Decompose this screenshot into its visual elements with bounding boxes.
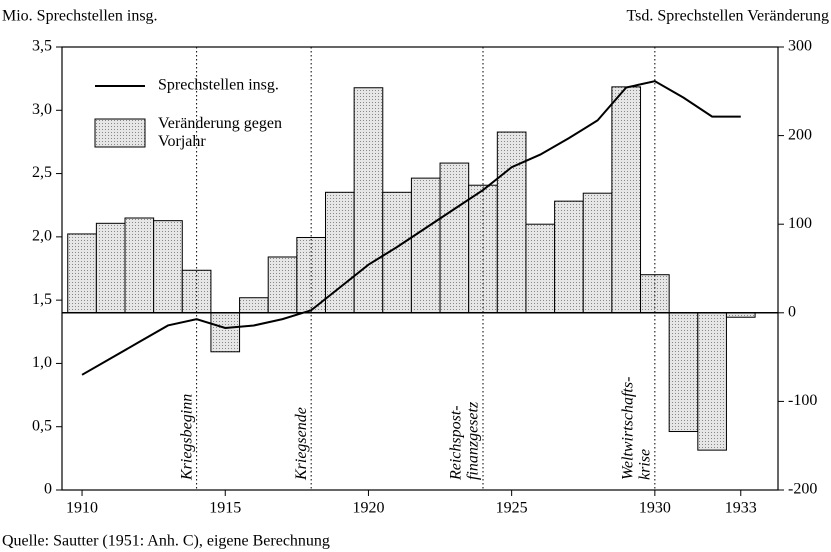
x-tick-label: 1933 [725, 500, 757, 517]
line-series [81, 80, 741, 376]
y-tick-label: 3,0 [32, 101, 52, 118]
bar [525, 223, 556, 314]
y-tick-label: 0,5 [32, 417, 52, 434]
bar [67, 233, 97, 314]
legend-label-box: Veränderung gegen Vorjahr [158, 115, 282, 150]
y2-tick-label: 100 [788, 215, 812, 232]
legend-label: Sprechstellen insg. [158, 77, 279, 94]
y-tick-label: 1,0 [32, 354, 52, 371]
bar [640, 274, 670, 314]
bar [239, 297, 269, 314]
bar [410, 177, 441, 314]
x-tick-label: 1920 [352, 500, 384, 517]
bar [496, 131, 527, 314]
legend-label: Veränderung gegen Vorjahr [158, 115, 282, 150]
y2-tick-label: 300 [788, 38, 812, 55]
event-label: Reichspost- [448, 405, 465, 481]
event-label: Weltwirtschafts- [620, 377, 637, 480]
event-label: krise [637, 449, 654, 480]
bar [124, 217, 155, 314]
x-tick-label: 1910 [66, 500, 98, 517]
y2-tick-label: -200 [788, 481, 817, 498]
event-label: Kriegsende [293, 407, 310, 481]
bar [153, 220, 183, 314]
bar [439, 162, 470, 314]
x-tick-label: 1930 [639, 500, 671, 517]
y2-tick-label: 200 [788, 126, 812, 143]
x-tick-label: 1915 [209, 500, 241, 517]
y-tick-label: 3,5 [32, 38, 52, 55]
y-tick-label: 0 [44, 481, 52, 498]
bar [668, 312, 699, 433]
bar [611, 86, 642, 314]
bar [267, 256, 298, 314]
bar [554, 200, 584, 314]
x-tick-label: 1925 [496, 500, 528, 517]
legend-swatch [94, 118, 146, 148]
y2-tick-label: 0 [788, 303, 796, 320]
y2-tick-label: -100 [788, 392, 817, 409]
event-label: finanzgesetz [465, 401, 482, 480]
bar [324, 191, 355, 314]
bar [210, 312, 241, 353]
y-tick-label: 1,5 [32, 291, 52, 308]
y-tick-label: 2,5 [32, 164, 52, 181]
source-note: Quelle: Sautter (1951: Anh. C), eigene B… [2, 533, 330, 550]
y2-axis-title: Tsd. Sprechstellen Veränderung [626, 8, 829, 25]
y-axis-title: Mio. Sprechstellen insg. [2, 8, 158, 25]
bar [582, 192, 613, 314]
bar [95, 222, 126, 314]
event-label: Kriegsbeginn [178, 394, 195, 481]
bar [353, 87, 384, 314]
plot-frame [61, 46, 779, 491]
y-tick-label: 2,0 [32, 228, 52, 245]
bar [697, 312, 727, 451]
